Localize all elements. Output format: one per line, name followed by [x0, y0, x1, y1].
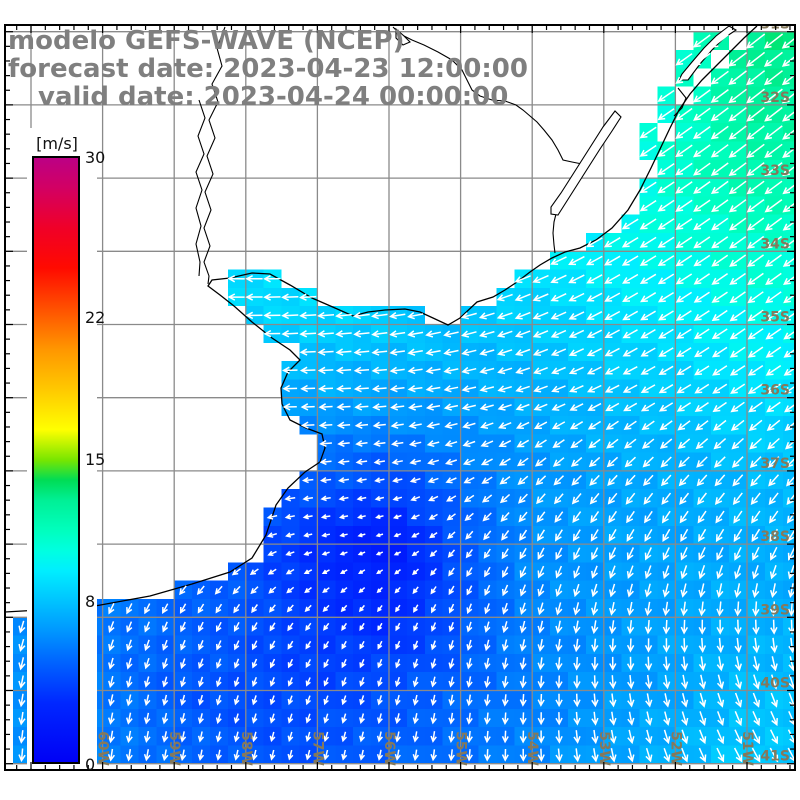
lat-label: 40S	[760, 676, 790, 692]
lagoon-path	[395, 27, 411, 46]
colorbar-unit-label: [m/s]	[36, 134, 78, 153]
river-path	[673, 87, 687, 117]
lat-label: 37S	[760, 456, 790, 472]
title-block: modelo GEFS-WAVE (NCEP) forecast date: 2…	[8, 26, 528, 112]
forecast-date: forecast date: 2023-04-23 12:00:00	[8, 54, 528, 84]
coast-path	[5, 25, 758, 613]
lon-label: 54W	[524, 731, 540, 766]
river-path	[203, 26, 226, 285]
lon-label: 60W	[95, 731, 111, 766]
colorbar: [m/s] 30 22 15 8 0	[32, 134, 105, 774]
coordinate-labels: 31S61W32S60W33S59W34S58W35S57W36S56W37S5…	[23, 25, 790, 766]
lat-label: 33S	[760, 163, 790, 179]
lat-label: 39S	[760, 602, 790, 618]
lat-label: 34S	[760, 236, 790, 252]
lon-label: 57W	[309, 731, 325, 766]
coastline	[5, 25, 758, 613]
lat-label: 38S	[760, 529, 790, 545]
lat-label: 41S	[760, 749, 790, 765]
map-frame	[4, 24, 796, 771]
lon-label: 51W	[739, 731, 755, 766]
lat-label: 36S	[760, 383, 790, 399]
lon-label: 59W	[166, 731, 182, 766]
lon-label: 53W	[596, 731, 612, 766]
colorbar-tick-30: 30	[85, 148, 105, 167]
colorbar-tick-15: 15	[85, 450, 105, 469]
model-title: modelo GEFS-WAVE (NCEP)	[8, 26, 404, 56]
lon-label: 58W	[238, 731, 254, 766]
lon-label: 52W	[667, 731, 683, 766]
colorbar-tick-22: 22	[85, 308, 105, 327]
lon-label: 55W	[453, 731, 469, 766]
colorbar-tick-0: 0	[85, 755, 95, 774]
valid-date: valid date: 2023-04-24 00:00:00	[38, 82, 508, 112]
river-path	[195, 99, 206, 277]
axis-ticks	[5, 25, 795, 770]
lat-label: 32S	[760, 90, 790, 106]
colorbar-tick-8: 8	[85, 592, 95, 611]
lon-label: 56W	[381, 731, 397, 766]
lat-label: 35S	[760, 310, 790, 326]
colorbar-gradient	[32, 156, 80, 764]
lagoon-path	[550, 110, 622, 216]
